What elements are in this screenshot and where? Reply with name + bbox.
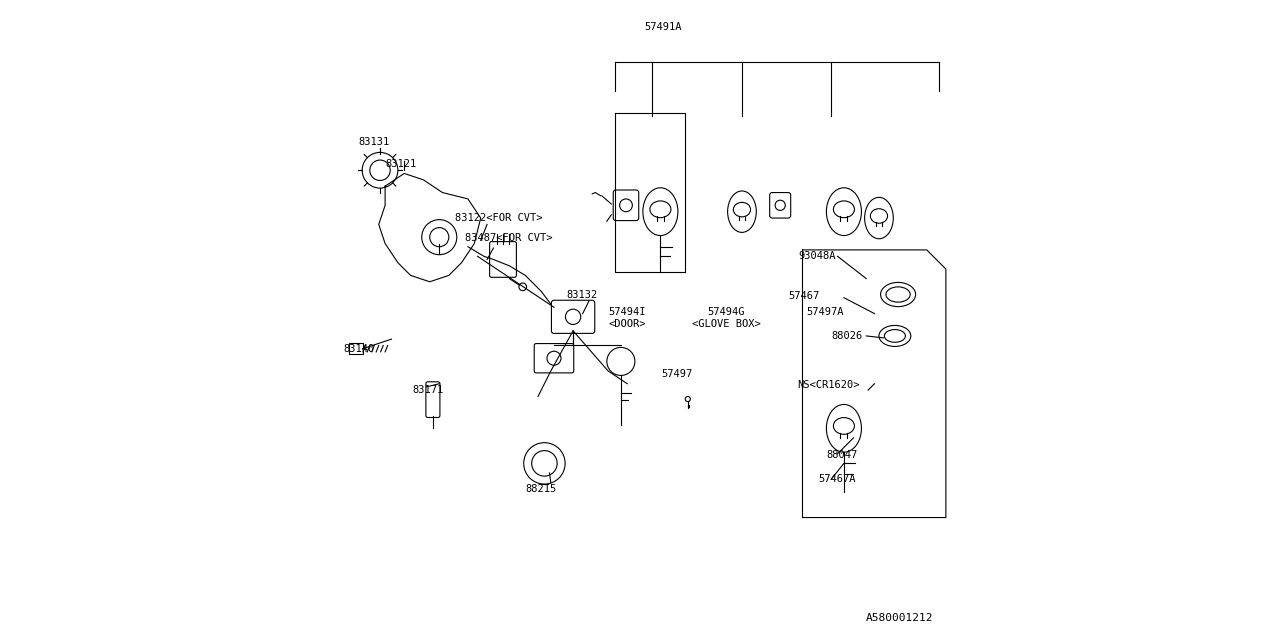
Text: 57467: 57467 <box>788 291 819 301</box>
Text: NS<CR1620>: NS<CR1620> <box>797 380 860 390</box>
Text: 57467A: 57467A <box>818 474 856 484</box>
Text: 88026: 88026 <box>832 331 863 341</box>
Text: 57497A: 57497A <box>806 307 844 317</box>
Text: 57497: 57497 <box>660 369 692 379</box>
Text: 83132: 83132 <box>567 289 598 300</box>
Text: 83121: 83121 <box>385 159 416 169</box>
Text: 83171: 83171 <box>412 385 444 395</box>
Text: A580001212: A580001212 <box>865 612 933 623</box>
Text: 93048A: 93048A <box>799 252 836 261</box>
Text: 83487<FOR CVT>: 83487<FOR CVT> <box>465 234 552 243</box>
Text: 57494I
<DOOR>: 57494I <DOOR> <box>608 307 646 329</box>
Text: 83122<FOR CVT>: 83122<FOR CVT> <box>456 213 543 223</box>
Text: 57494G
<GLOVE BOX>: 57494G <GLOVE BOX> <box>691 307 760 329</box>
Text: 88047: 88047 <box>827 450 858 460</box>
Text: 57491A: 57491A <box>644 22 681 32</box>
Text: 83140: 83140 <box>344 344 375 354</box>
Text: 83131: 83131 <box>358 136 389 147</box>
Text: 88215: 88215 <box>525 484 557 494</box>
